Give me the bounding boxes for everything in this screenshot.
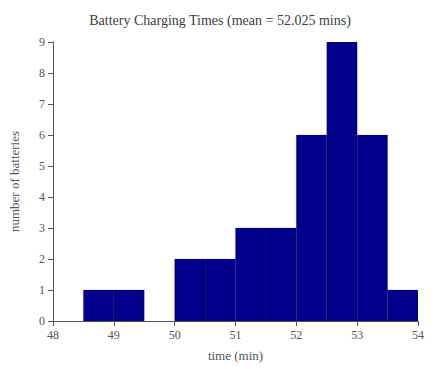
svg-text:50: 50 <box>169 328 181 342</box>
svg-text:6: 6 <box>39 128 45 142</box>
svg-text:5: 5 <box>39 159 45 173</box>
svg-text:4: 4 <box>39 190 45 204</box>
svg-text:time (min): time (min) <box>208 348 263 363</box>
svg-text:53: 53 <box>351 328 363 342</box>
svg-text:Battery Charging Times (mean =: Battery Charging Times (mean = 52.025 mi… <box>89 13 351 29</box>
svg-text:48: 48 <box>47 328 59 342</box>
svg-text:9: 9 <box>39 35 45 49</box>
svg-text:54: 54 <box>412 328 424 342</box>
svg-text:number of batteries: number of batteries <box>7 131 22 232</box>
svg-text:2: 2 <box>39 252 45 266</box>
svg-text:51: 51 <box>230 328 242 342</box>
svg-text:1: 1 <box>39 283 45 297</box>
svg-text:3: 3 <box>39 221 45 235</box>
svg-text:52: 52 <box>290 328 302 342</box>
svg-text:7: 7 <box>39 97 45 111</box>
svg-text:49: 49 <box>108 328 120 342</box>
svg-text:0: 0 <box>39 314 45 328</box>
svg-text:8: 8 <box>39 66 45 80</box>
